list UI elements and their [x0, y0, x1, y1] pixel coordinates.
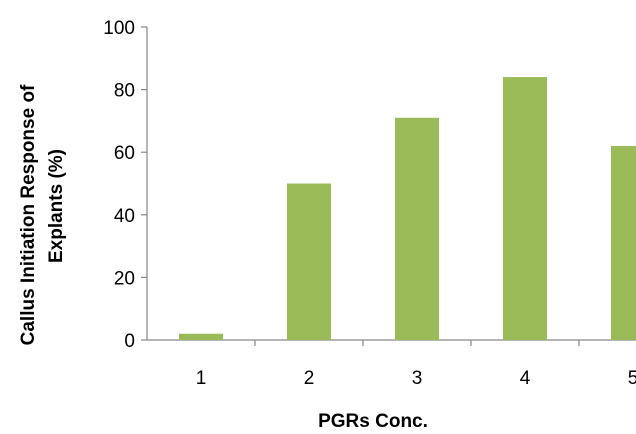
bar-3 [395, 117, 439, 341]
x-tick-label: 3 [412, 368, 423, 389]
y-axis-title-line-2: Explants (%) [46, 149, 67, 263]
x-axis-title: PGRs Conc. [318, 411, 428, 432]
bar-1 [179, 333, 223, 340]
y-tick-label: 100 [103, 18, 135, 39]
x-axis: 1 2 3 4 5 [147, 339, 636, 389]
y-axis-title-line-1: Callus Initiation Response of [18, 84, 39, 345]
x-tick-label: 5 [628, 368, 636, 389]
y-tick-label: 80 [114, 81, 135, 102]
x-tick-label: 2 [304, 368, 315, 389]
y-tick-label: 0 [124, 331, 135, 352]
bar-2 [287, 183, 331, 340]
y-tick-label: 60 [114, 143, 135, 164]
bar-4 [503, 77, 547, 340]
y-tick-label: 20 [114, 268, 135, 289]
x-tick-label: 4 [520, 368, 531, 389]
y-axis: 0 20 40 60 80 100 [103, 18, 148, 352]
y-tick-label: 40 [114, 206, 135, 227]
bar-5 [611, 145, 636, 340]
bars [179, 77, 636, 341]
x-tick-label: 1 [196, 368, 207, 389]
